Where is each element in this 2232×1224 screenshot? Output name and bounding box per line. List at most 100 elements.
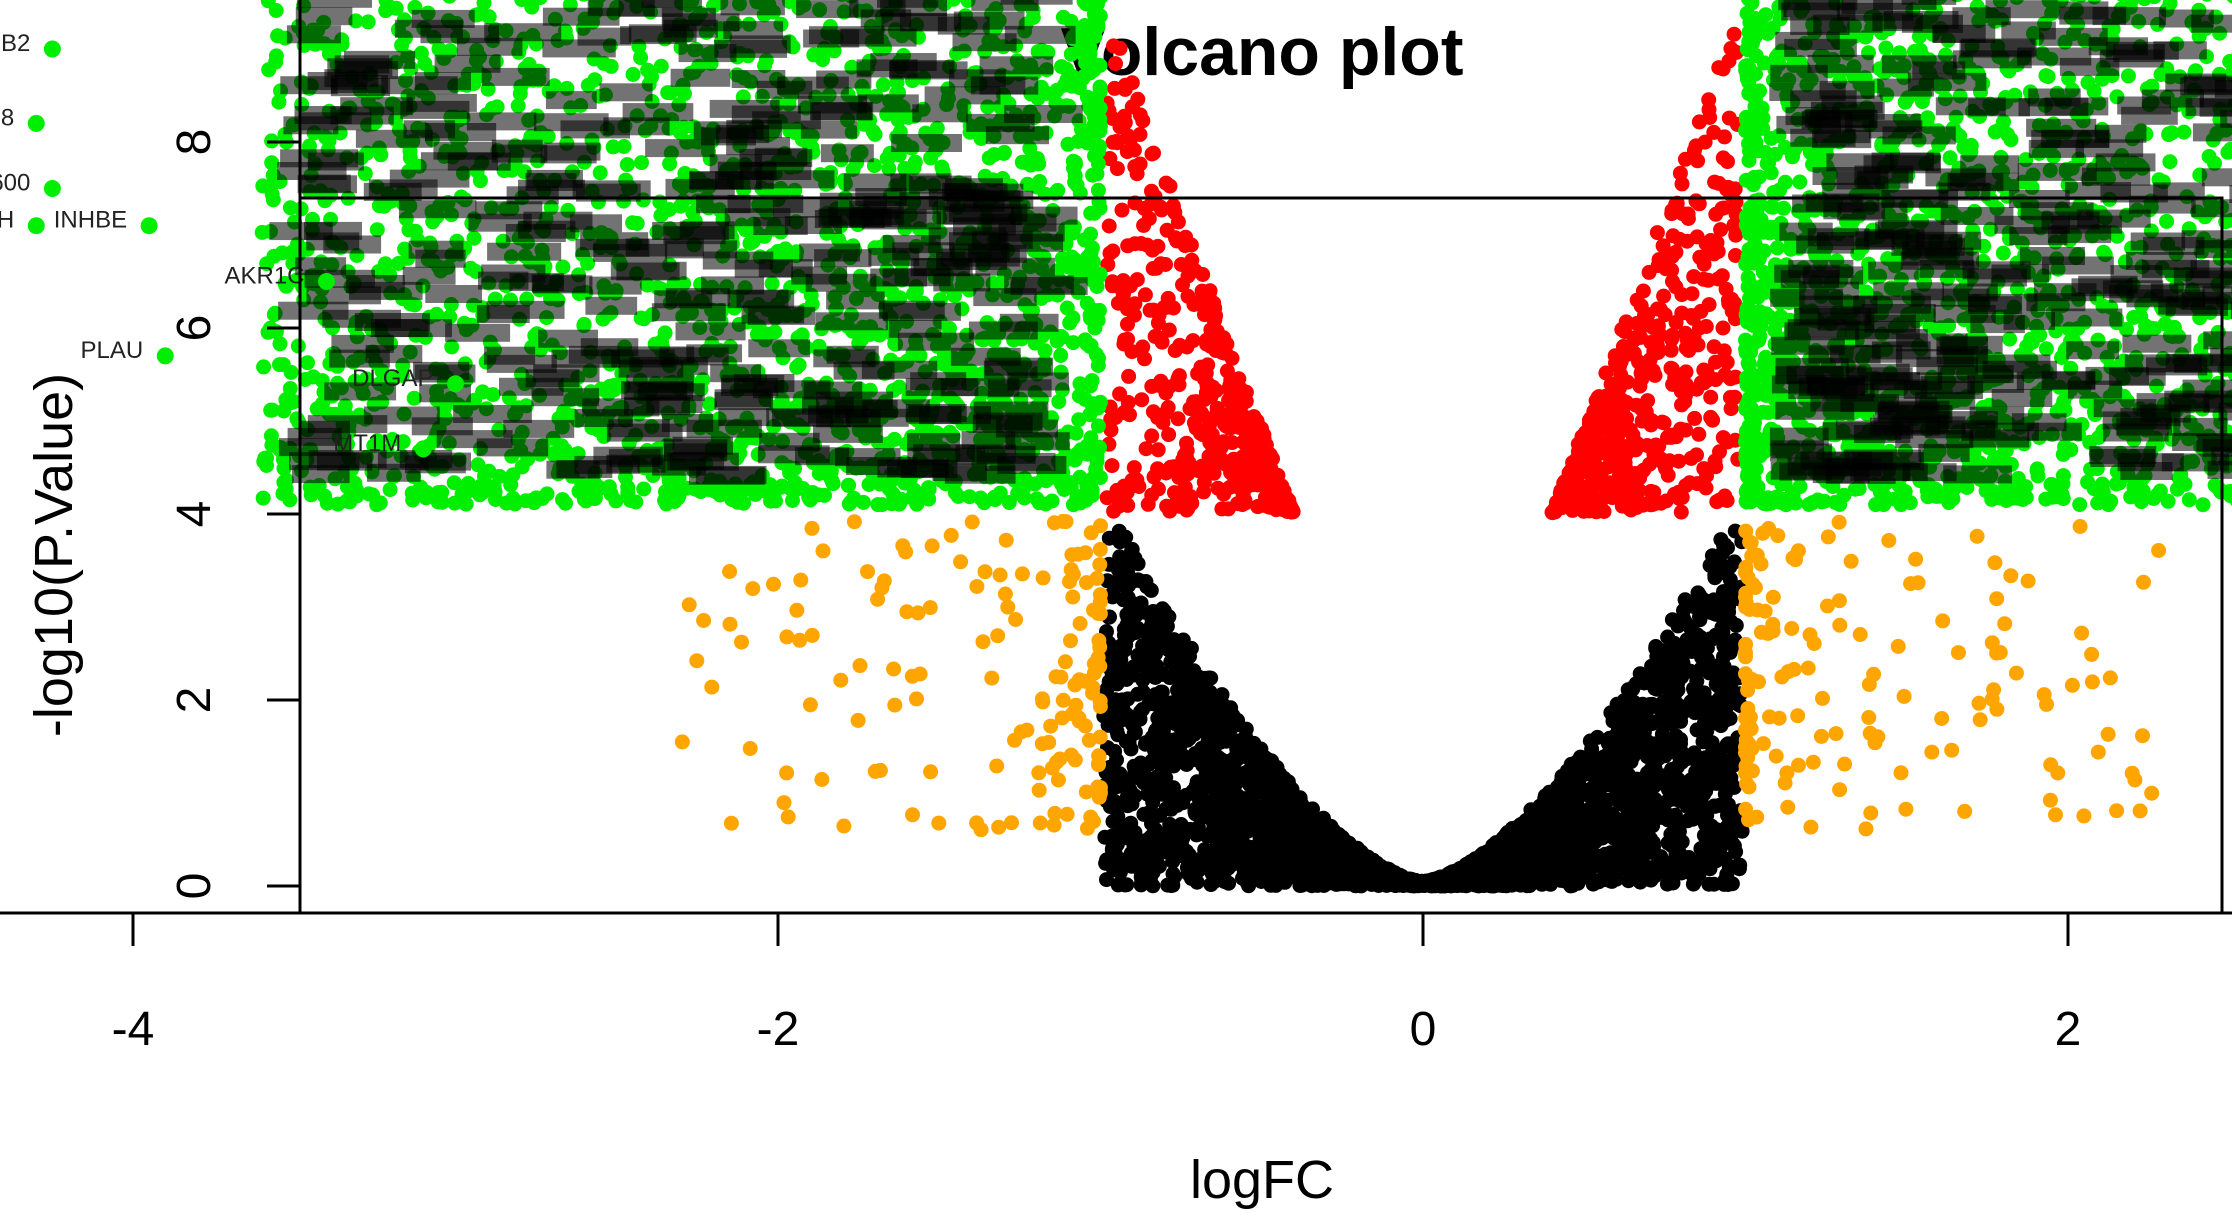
data-point	[1275, 799, 1290, 814]
data-point	[1615, 727, 1630, 742]
data-point	[1861, 710, 1876, 725]
data-point	[1225, 351, 1240, 366]
data-point	[1696, 592, 1711, 607]
data-point	[1092, 557, 1107, 572]
data-point	[1803, 820, 1818, 835]
data-point	[1754, 556, 1769, 571]
data-point	[1200, 357, 1215, 372]
data-point	[991, 820, 1006, 835]
data-point	[2050, 766, 2065, 781]
data-point	[1093, 699, 1108, 714]
data-point	[1815, 691, 1830, 706]
data-point	[1267, 872, 1282, 887]
data-point	[1055, 711, 1070, 726]
data-point	[1664, 343, 1679, 358]
data-point	[1167, 485, 1182, 500]
data-point	[1111, 491, 1126, 506]
data-point	[1668, 728, 1683, 743]
data-point	[833, 673, 848, 688]
data-point	[1704, 738, 1719, 753]
data-point	[1780, 800, 1795, 815]
data-point	[689, 653, 704, 668]
data-point	[978, 564, 993, 579]
data-point	[1204, 877, 1219, 892]
data-point	[1315, 853, 1330, 868]
data-point	[1690, 802, 1705, 817]
data-point	[1863, 806, 1878, 821]
data-point	[1315, 838, 1330, 853]
points-layer	[255, 0, 2232, 894]
data-point	[1284, 505, 1299, 520]
data-point	[1125, 797, 1140, 812]
data-point	[1216, 757, 1231, 772]
data-point	[1711, 60, 1726, 75]
data-point	[2135, 728, 2150, 743]
data-point	[1144, 428, 1159, 443]
data-point	[1486, 872, 1501, 887]
data-point	[1203, 322, 1218, 337]
data-point	[1240, 775, 1255, 790]
data-point	[1216, 434, 1231, 449]
data-point	[1159, 176, 1174, 191]
data-point	[1155, 622, 1170, 637]
data-point	[1597, 504, 1612, 519]
data-point	[1221, 860, 1236, 875]
data-point	[1661, 468, 1676, 483]
data-point	[1031, 765, 1046, 780]
data-point	[1778, 776, 1793, 791]
data-point	[1241, 415, 1256, 430]
data-point	[1791, 543, 1806, 558]
data-point	[1120, 317, 1135, 332]
data-point	[1675, 176, 1690, 191]
data-point	[1174, 848, 1189, 863]
data-point	[1166, 792, 1181, 807]
data-point	[1594, 859, 1609, 874]
data-point	[1711, 566, 1726, 581]
data-point	[1630, 772, 1645, 787]
data-point	[1172, 368, 1187, 383]
data-point	[781, 809, 796, 824]
data-point	[1678, 388, 1693, 403]
data-point	[1202, 418, 1217, 433]
data-point	[1130, 166, 1145, 181]
data-point	[1279, 815, 1294, 830]
data-point	[1130, 621, 1145, 636]
data-point	[1537, 867, 1552, 882]
data-point	[1710, 671, 1725, 686]
data-point	[1041, 735, 1056, 750]
data-point	[1091, 633, 1106, 648]
data-point	[1745, 577, 1760, 592]
data-point	[953, 554, 968, 569]
data-point	[1568, 807, 1583, 822]
data-point	[1653, 496, 1668, 511]
data-point	[1645, 818, 1660, 833]
data-point	[1108, 56, 1123, 71]
data-point	[1224, 787, 1239, 802]
data-point	[1634, 359, 1649, 374]
data-point	[1591, 473, 1606, 488]
data-point	[1162, 504, 1177, 519]
data-point	[1192, 855, 1207, 870]
data-point	[1724, 614, 1739, 629]
data-point	[1402, 872, 1417, 887]
data-point	[923, 764, 938, 779]
data-point	[1059, 514, 1074, 529]
data-point	[779, 629, 794, 644]
data-point	[1121, 773, 1136, 788]
data-point	[1614, 393, 1629, 408]
data-point	[1807, 636, 1822, 651]
data-point	[1583, 734, 1598, 749]
data-point	[1859, 821, 1874, 836]
data-point	[1832, 593, 1847, 608]
data-point	[1972, 696, 1987, 711]
data-point	[1261, 481, 1276, 496]
data-point	[1361, 850, 1376, 865]
data-point	[1190, 774, 1205, 789]
data-point	[976, 634, 991, 649]
data-point	[1523, 828, 1538, 843]
data-point	[1115, 203, 1130, 218]
data-point	[1685, 286, 1700, 301]
data-point	[1716, 321, 1731, 336]
data-point	[1701, 273, 1716, 288]
